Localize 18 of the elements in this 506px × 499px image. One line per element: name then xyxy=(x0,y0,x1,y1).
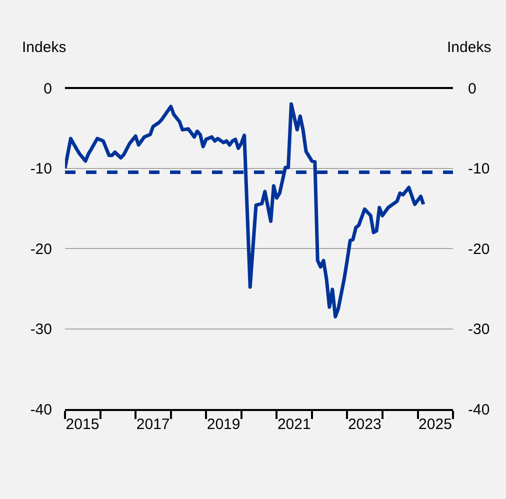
x-tick-label: 2021 xyxy=(277,416,311,433)
y-tick-label: -10 xyxy=(30,160,52,178)
y2-tick-label: 0 xyxy=(468,80,476,98)
x-tick-label: 2017 xyxy=(136,416,170,433)
x-tick-label: 2025 xyxy=(418,416,452,433)
x-tick-label: 2015 xyxy=(66,416,100,433)
x-tick-label: 2023 xyxy=(348,416,382,433)
y2-axis-title: Indeks xyxy=(447,39,492,56)
y-tick-label: -30 xyxy=(30,321,52,338)
y-tick-label: -20 xyxy=(30,240,52,258)
y2-tick-label: -10 xyxy=(468,160,490,178)
y-axis-title: Indeks xyxy=(22,39,66,56)
y2-tick-label: -20 xyxy=(468,240,490,258)
y2-tick-label: -40 xyxy=(468,401,490,418)
x-tick-label: 2019 xyxy=(206,416,240,433)
y-tick-label: 0 xyxy=(44,80,52,98)
y2-tick-label: -30 xyxy=(468,321,490,338)
y-tick-label: -40 xyxy=(30,401,52,418)
